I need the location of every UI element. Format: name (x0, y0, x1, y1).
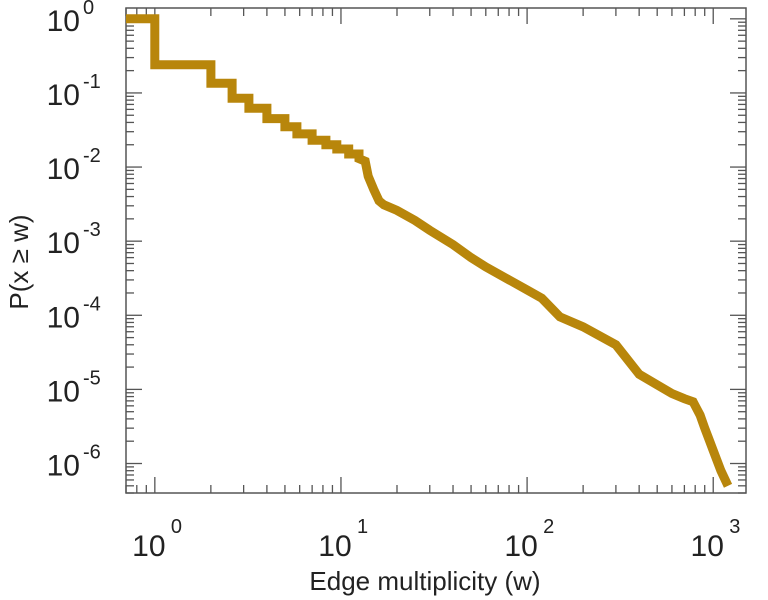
y-tick-label: 10 -5 (47, 367, 101, 408)
y-tick-base: 10 (47, 153, 80, 186)
x-tick-exponent: 2 (543, 516, 554, 538)
x-tick-exponent: 3 (729, 516, 740, 538)
x-tick-base: 10 (132, 530, 165, 563)
x-tick-base: 10 (504, 530, 537, 563)
tick-marks (125, 8, 746, 494)
y-tick-label: 10 -6 (47, 442, 101, 483)
plot-frame (125, 7, 747, 494)
y-tick-label: 10 -4 (47, 293, 101, 334)
y-tick-label: 10 0 (47, 0, 95, 38)
series-layer (126, 14, 733, 488)
y-tick-label: 10 -1 (47, 71, 101, 112)
y-tick-exponent: -6 (83, 442, 101, 464)
y-tick-exponent: -1 (83, 71, 101, 93)
y-tick-exponent: -4 (83, 293, 101, 315)
y-axis-label: P(x ≥ w) (4, 214, 34, 309)
y-tick-base: 10 (47, 301, 80, 334)
x-tick-exponent: 1 (357, 516, 368, 538)
y-tick-base: 10 (47, 5, 80, 38)
x-tick-label: 10 1 (318, 516, 368, 563)
x-tick-label: 10 2 (504, 516, 554, 563)
x-tick-label: 10 0 (132, 516, 182, 563)
y-tick-base: 10 (47, 450, 80, 483)
y-tick-exponent: -3 (83, 219, 101, 241)
series-line-0 (126, 14, 733, 488)
x-tick-label: 103 (691, 516, 741, 563)
y-tick-base: 10 (47, 227, 80, 260)
y-tick-exponent: 0 (83, 0, 94, 19)
y-tick-label: 10 -3 (47, 219, 101, 260)
x-tick-base: 10 (691, 530, 724, 563)
y-tick-exponent: -2 (83, 145, 101, 167)
x-axis-label: Edge multiplicity (w) (309, 566, 540, 596)
y-tick-exponent: -5 (83, 367, 101, 389)
y-tick-base: 10 (47, 375, 80, 408)
y-tick-label: 10 -2 (47, 145, 101, 186)
y-tick-base: 10 (47, 79, 80, 112)
x-tick-base: 10 (318, 530, 351, 563)
x-tick-exponent: 0 (171, 516, 182, 538)
